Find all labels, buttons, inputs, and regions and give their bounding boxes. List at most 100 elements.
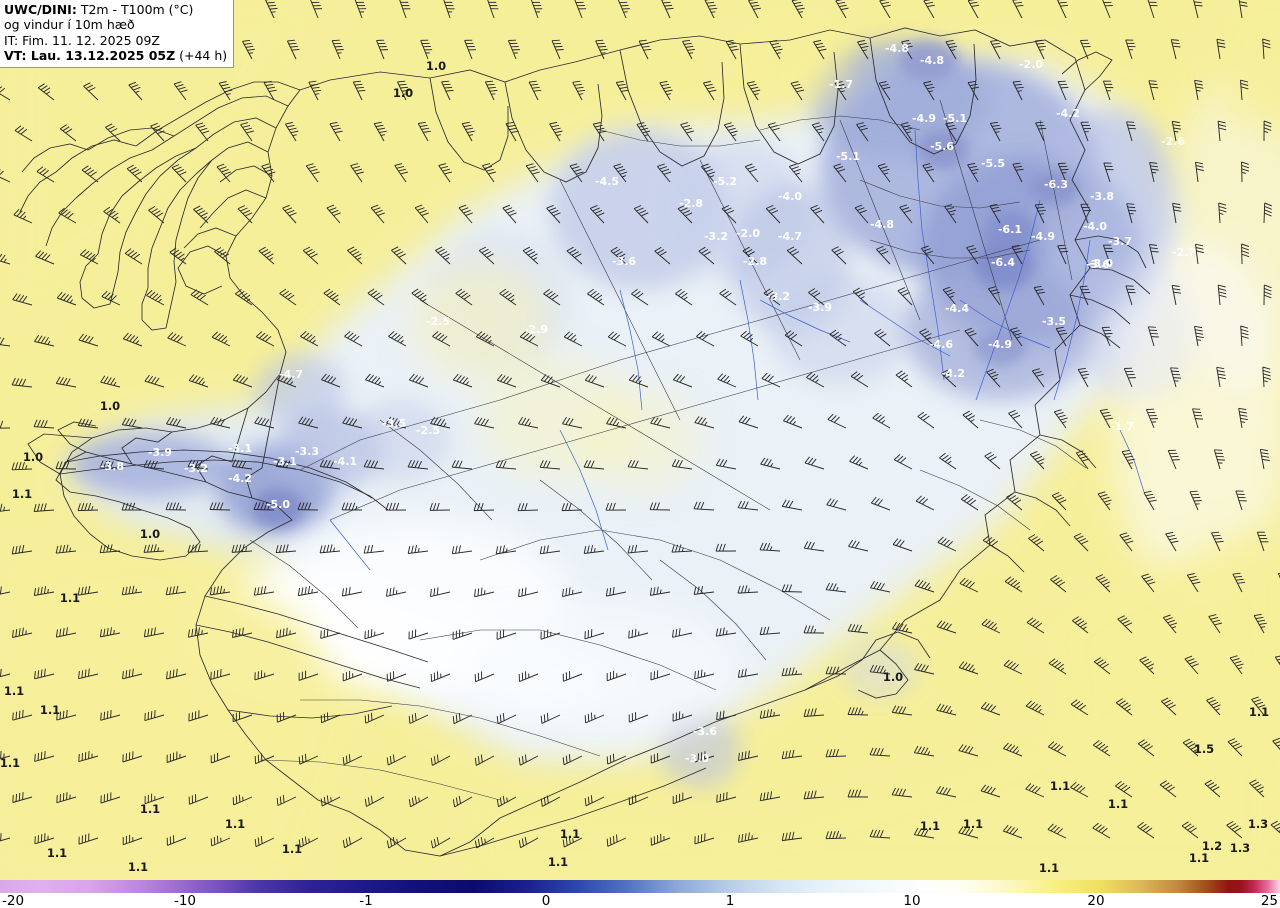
wind-barb [1075, 450, 1090, 470]
wind-barb [740, 330, 759, 347]
wind-barb [1051, 491, 1067, 511]
wind-barb [738, 750, 759, 761]
wind-barb [232, 711, 253, 723]
wind-barb [432, 331, 451, 347]
wind-barb [1235, 490, 1247, 511]
wind-barb [1240, 325, 1249, 347]
wind-barb [143, 544, 165, 553]
wind-barb [610, 246, 627, 265]
wind-barb [323, 288, 341, 306]
wind-barb [698, 246, 715, 265]
wind-barb [452, 795, 473, 808]
wind-barb [715, 627, 737, 637]
temperature-value-label: -2.5 [416, 424, 440, 437]
wind-barb [1079, 285, 1091, 306]
wind-barb [1170, 39, 1181, 60]
wind-barb [298, 416, 319, 429]
wind-barb [988, 286, 1001, 306]
wind-barb [169, 247, 187, 265]
wind-barb [1149, 162, 1159, 183]
wind-barb [1099, 408, 1113, 429]
wind-barb [464, 39, 477, 60]
wind-barb [254, 416, 275, 429]
wind-barb [258, 246, 275, 265]
wind-barb [900, 122, 913, 142]
wind-barb [1070, 699, 1089, 716]
wind-barb [388, 330, 407, 347]
wind-barb [628, 712, 649, 723]
temperature-value-label: -3.8 [100, 460, 124, 473]
wind-barb [35, 250, 55, 265]
wind-barb [543, 288, 561, 306]
wind-barb [165, 417, 187, 429]
contour-label: 1.1 [60, 591, 80, 605]
temperature-value-label: -3.7 [1108, 235, 1132, 248]
wind-barb [1121, 449, 1135, 470]
wind-barb [563, 331, 583, 347]
wind-barb [394, 163, 409, 183]
wind-barb [942, 286, 957, 306]
contour-label: 1.1 [1249, 705, 1269, 719]
wind-barb [342, 416, 363, 429]
wind-barb [672, 711, 693, 722]
wind-barb [320, 628, 341, 639]
wind-barb [12, 627, 33, 638]
wind-barb [650, 753, 671, 764]
wind-barb [254, 753, 275, 765]
wind-barb [981, 618, 1001, 634]
wind-barb [461, 121, 475, 142]
wind-barb [989, 203, 1001, 224]
wind-barb [584, 795, 605, 807]
wind-barb [1171, 284, 1182, 306]
map-canvas[interactable]: 1.0 1.0 1.0 1.0 1.1 1.0 1.1 1.1 1.1 1.1 1.1 1.1 1.1 1… [0, 0, 1280, 880]
wind-barb [923, 80, 935, 101]
wind-barb [627, 544, 649, 554]
wind-barb [254, 670, 275, 681]
wind-barb [12, 293, 33, 306]
wind-barb [122, 834, 143, 846]
wind-barb [958, 744, 979, 757]
contour-label: 1.3 [1248, 817, 1268, 831]
wind-barb [237, 205, 253, 224]
wind-barb [407, 459, 429, 470]
wind-barb [297, 502, 319, 511]
wind-barb [1241, 243, 1250, 265]
wind-barb [1165, 531, 1179, 552]
wind-barb [1189, 490, 1202, 511]
contour-label: 1.1 [963, 817, 983, 831]
wind-barb [694, 751, 715, 763]
wind-barb [0, 337, 11, 347]
wind-barb [193, 205, 209, 224]
wind-barb [0, 86, 11, 101]
temperature-value-label: -3.1 [273, 455, 297, 468]
contour-label: 1.0 [140, 527, 160, 541]
wind-barb [165, 502, 187, 511]
wind-barb [1006, 492, 1023, 511]
wind-barb [342, 754, 363, 766]
wind-barb [633, 205, 649, 224]
wind-barb [1137, 739, 1155, 757]
wind-barb [263, 80, 277, 101]
temperature-value-label: -6.1 [998, 223, 1022, 236]
wind-barb [650, 833, 671, 846]
wind-barb [1034, 203, 1046, 224]
wind-barb [702, 80, 717, 101]
wind-barb [765, 204, 781, 224]
wind-barb [944, 204, 957, 224]
wind-barb [1262, 366, 1271, 388]
wind-barb [386, 754, 407, 766]
contour-label: 1.1 [40, 703, 60, 717]
wind-barb [1162, 614, 1178, 634]
contour-label: 1.2 [1202, 839, 1222, 853]
wind-barb [783, 414, 803, 429]
wind-barb [365, 373, 385, 388]
wind-barb [55, 461, 77, 470]
wind-barb [959, 577, 979, 593]
colorbar[interactable]: -20 -10 -1 0 1 10 20 25 [0, 880, 1280, 908]
wind-barb [803, 708, 825, 717]
wind-barb [826, 498, 847, 511]
legend-info-box: UWC/DINI: T2m - T100m (°C) og vindur í 1… [0, 0, 235, 68]
wind-barb [420, 39, 433, 60]
wind-barb [78, 833, 99, 845]
